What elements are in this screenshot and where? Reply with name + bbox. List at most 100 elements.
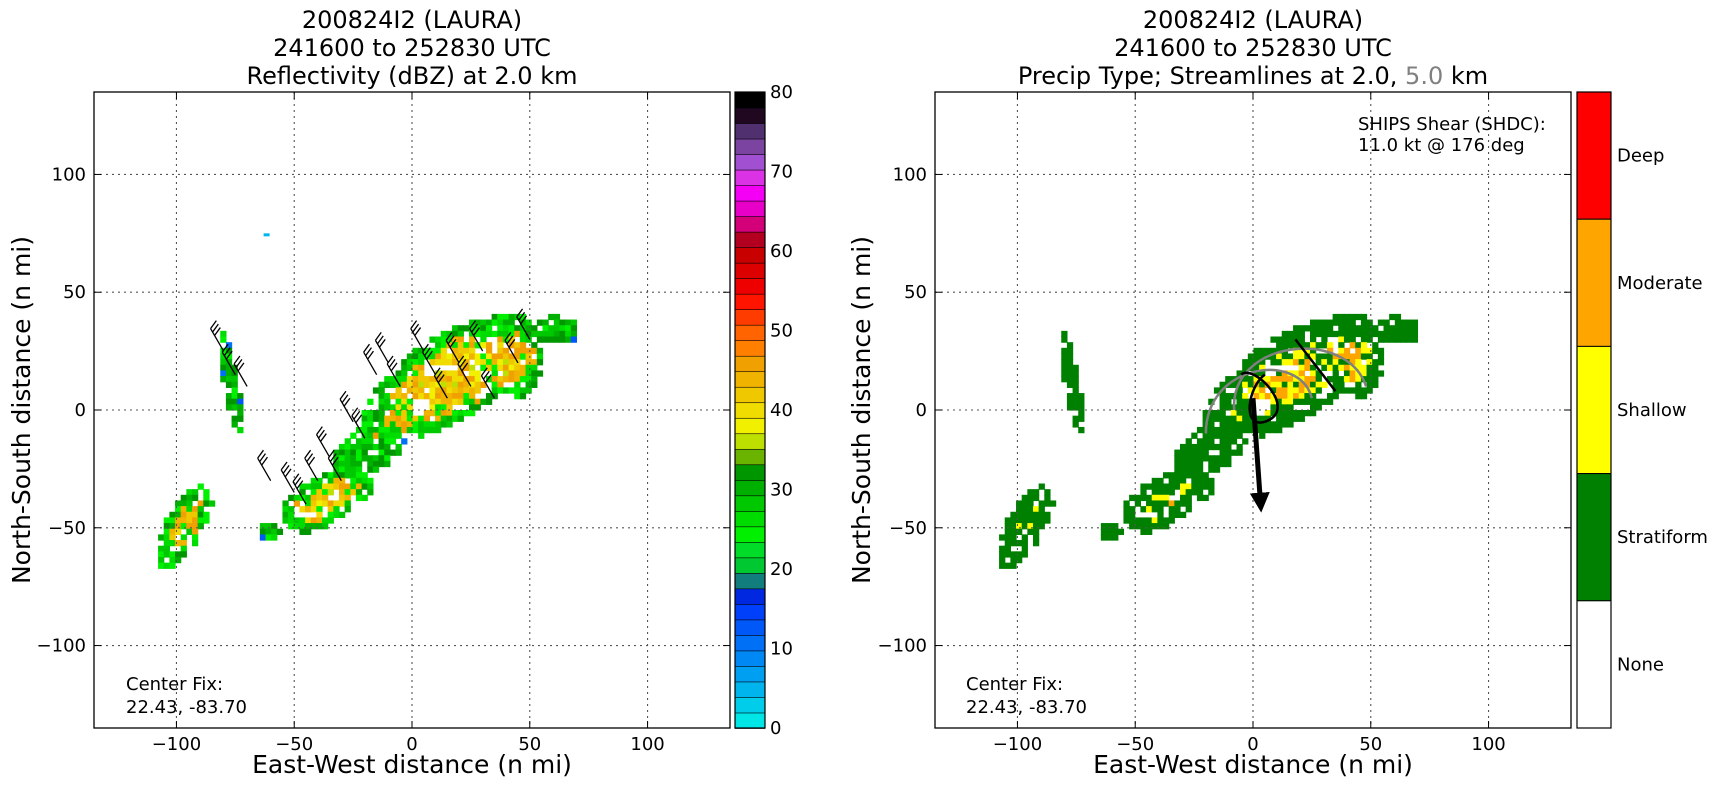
reflectivity-echo — [384, 438, 391, 445]
reflectivity-echo — [395, 404, 402, 411]
precip-type-echo — [1315, 330, 1322, 338]
reflectivity-echo — [350, 449, 357, 456]
precip-type-echo — [1366, 364, 1373, 372]
reflectivity-echo — [344, 500, 351, 507]
reflectivity-echo — [559, 319, 566, 326]
precip-type-echo — [1253, 347, 1260, 355]
precip-type-echo — [1208, 483, 1215, 490]
precip-type-echo — [1247, 387, 1255, 394]
reflectivity-echo — [497, 347, 504, 355]
wind-barb — [374, 332, 390, 364]
precip-type-echo — [1366, 370, 1373, 377]
reflectivity-echo — [542, 330, 549, 338]
precip-type-echo — [1293, 398, 1300, 405]
reflectivity-echo — [429, 426, 436, 434]
left-ytick-label: 100 — [52, 164, 86, 185]
reflectivity-echo — [536, 359, 544, 366]
reflectivity-echo — [237, 410, 244, 417]
reflectivity-echo — [531, 330, 538, 338]
precip-type-echo — [1310, 393, 1317, 400]
precip-type-echo — [1196, 460, 1204, 468]
precip-type-echo — [1242, 421, 1249, 428]
reflectivity-echo — [355, 426, 363, 434]
reflectivity-echo — [175, 511, 182, 519]
reflectivity-echo — [446, 421, 453, 428]
reflectivity-echo — [446, 404, 453, 411]
precip-type-echo — [1225, 398, 1232, 405]
precip-type-echo — [1146, 506, 1153, 513]
wind-barb-flag — [482, 370, 490, 380]
precip-type-echo — [1281, 415, 1288, 422]
precip-type-echo — [1225, 421, 1232, 428]
wind-barb-shaft — [410, 328, 425, 352]
precip-type-echo — [1016, 517, 1023, 524]
precip-type-echo — [1208, 438, 1215, 445]
reflectivity-echo — [350, 443, 357, 451]
precip-type-echo — [1146, 494, 1153, 502]
reflectivity-echo — [305, 528, 312, 535]
precip-type-echo — [1016, 528, 1023, 535]
precip-type-echo — [1281, 330, 1288, 338]
precip-type-echo — [1066, 393, 1074, 400]
precip-type-echo — [1315, 319, 1322, 326]
precip-type-echo — [1287, 342, 1294, 349]
precip-type-echo — [1208, 415, 1215, 422]
wind-barb-flag — [318, 429, 325, 439]
precip-type-echo — [1004, 517, 1011, 524]
precip-type-echo — [1004, 540, 1011, 547]
precip-type-echo — [1298, 415, 1305, 422]
precip-type-echo — [1179, 460, 1187, 468]
precip-type-echo — [1219, 415, 1226, 422]
precip-type-echo — [1163, 489, 1170, 496]
precip-type-echo — [1185, 500, 1192, 507]
reflectivity-echo — [440, 370, 447, 377]
reflectivity-echo — [231, 393, 238, 400]
precip-type-echo — [1157, 489, 1164, 496]
reflectivity-echo — [502, 370, 510, 377]
reflectivity-echo — [446, 381, 453, 388]
reflectivity-echo — [508, 313, 515, 321]
reflectivity-echo — [169, 511, 176, 519]
precip-type-echo — [1196, 494, 1204, 502]
precip-type-echo — [1027, 517, 1034, 524]
reflectivity-echo — [435, 387, 442, 394]
reflectivity-echo — [553, 325, 561, 332]
precip-type-echo — [1016, 500, 1023, 507]
reflectivity-echo — [265, 528, 272, 535]
precip-type-echo — [1394, 325, 1402, 332]
precip-type-echo — [1168, 477, 1175, 485]
reflectivity-echo — [395, 376, 402, 383]
precip-type-echo — [1078, 404, 1085, 411]
reflectivity-echo — [423, 426, 431, 434]
precip-type-echo — [1304, 387, 1311, 394]
precip-type-echo — [1400, 336, 1407, 343]
precip-type-echo — [1315, 342, 1322, 349]
reflectivity-echo — [310, 500, 317, 507]
precip-type-echo — [1293, 410, 1300, 417]
precip-type-echo — [1021, 511, 1028, 519]
precip-type-echo — [1129, 506, 1136, 513]
precip-type-echo — [1372, 325, 1379, 332]
reflectivity-echo — [440, 421, 447, 428]
precip-type-echo — [1366, 330, 1373, 338]
precip-type-echo — [1225, 404, 1232, 411]
reflectivity-echo — [463, 387, 470, 394]
reflectivity-echo — [372, 443, 380, 451]
precip-type-echo — [1072, 415, 1079, 422]
precip-type-echo — [1293, 330, 1300, 338]
precip-type-echo — [1270, 421, 1277, 428]
reflectivity-echo — [440, 353, 447, 360]
reflectivity-echo — [474, 404, 481, 411]
colorbar-tick-label: 30 — [770, 480, 793, 501]
reflectivity-echo — [361, 455, 368, 462]
colorbar-tick-label: 70 — [770, 162, 793, 183]
reflectivity-echo — [497, 359, 504, 366]
wind-barb-flag — [484, 374, 492, 384]
wind-barb-flag — [292, 473, 300, 483]
reflectivity-echo — [469, 398, 476, 405]
wind-barb — [433, 367, 448, 399]
precip-type-echo — [1230, 438, 1238, 445]
reflectivity-echo — [491, 313, 498, 321]
precip-type-echo — [1281, 404, 1288, 411]
reflectivity-echo — [452, 359, 459, 366]
